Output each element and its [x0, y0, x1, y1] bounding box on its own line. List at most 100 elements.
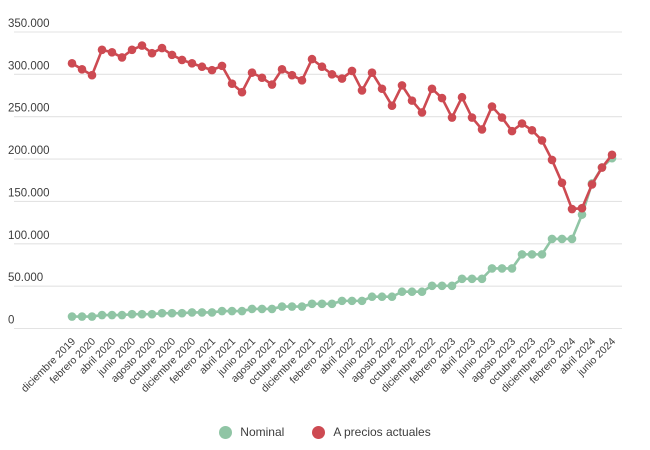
data-point — [127, 45, 137, 55]
data-point — [597, 163, 607, 172]
series-line — [70, 156, 614, 318]
data-point — [517, 119, 527, 128]
data-point — [167, 308, 177, 318]
data-point — [217, 61, 227, 71]
data-point — [577, 210, 587, 219]
data-point — [177, 55, 187, 65]
data-point — [137, 309, 147, 319]
data-point — [437, 281, 447, 291]
legend: Nominal A precios actuales — [0, 421, 650, 443]
data-point — [517, 250, 527, 259]
y-axis-tick-label: 100.000 — [8, 230, 50, 242]
data-point — [187, 308, 197, 317]
data-point — [317, 62, 327, 72]
data-point — [337, 296, 347, 306]
y-axis-tick-label: 200.000 — [8, 145, 50, 157]
data-point — [127, 309, 137, 319]
data-point — [327, 70, 337, 79]
data-point — [577, 203, 587, 213]
data-point — [347, 66, 357, 76]
data-point — [587, 180, 597, 189]
data-point — [177, 308, 187, 318]
data-point — [557, 178, 567, 188]
legend-label-precios-actuales: A precios actuales — [333, 425, 431, 439]
data-point — [427, 281, 437, 291]
data-point — [397, 287, 407, 297]
data-point — [467, 274, 477, 284]
data-point — [287, 302, 297, 311]
data-point — [187, 59, 197, 68]
legend-item-precios-actuales[interactable]: A precios actuales — [312, 425, 431, 439]
data-point — [307, 54, 317, 64]
data-point — [427, 84, 437, 94]
data-point — [117, 53, 127, 62]
y-axis-tick-label: 300.000 — [8, 60, 50, 72]
data-point — [117, 310, 127, 320]
data-point — [87, 70, 97, 80]
y-axis-tick-label: 50.000 — [8, 272, 43, 284]
data-point — [217, 306, 227, 316]
data-point — [497, 113, 507, 122]
data-point — [247, 304, 257, 314]
data-point — [197, 62, 207, 72]
data-point — [207, 65, 217, 75]
data-point — [557, 234, 567, 244]
data-point — [337, 74, 347, 83]
data-point — [527, 250, 537, 259]
data-point — [107, 48, 117, 57]
data-point — [507, 264, 517, 273]
data-point — [537, 136, 547, 145]
series-a-precios-actuales — [67, 41, 617, 214]
data-point — [137, 41, 147, 50]
data-point — [397, 81, 407, 90]
data-point — [287, 70, 297, 80]
data-point — [97, 310, 107, 320]
y-axis-tick-label: 0 — [8, 315, 14, 327]
data-point — [527, 125, 537, 135]
data-point — [407, 96, 417, 105]
data-point — [377, 84, 387, 94]
data-point — [297, 75, 307, 85]
data-point — [197, 308, 207, 317]
data-point — [107, 310, 117, 320]
data-point — [237, 87, 247, 97]
legend-item-nominal[interactable]: Nominal — [219, 425, 284, 439]
data-point — [357, 86, 367, 95]
data-point — [547, 234, 557, 244]
data-point — [537, 250, 547, 259]
data-point — [487, 102, 497, 111]
y-axis-tick-label: 350.000 — [8, 18, 50, 30]
data-point — [67, 312, 77, 321]
data-point — [67, 59, 77, 68]
data-point — [367, 68, 377, 77]
data-point — [207, 308, 217, 317]
data-point — [507, 126, 517, 136]
data-point — [147, 309, 157, 319]
data-point — [237, 306, 247, 316]
nominal-dot-icon — [219, 425, 233, 439]
series-nominal — [67, 153, 617, 321]
data-point — [227, 306, 237, 316]
data-point — [157, 308, 167, 318]
data-point — [567, 234, 577, 244]
data-point — [277, 302, 287, 311]
data-point — [167, 50, 177, 60]
data-point — [387, 292, 397, 302]
data-point — [417, 108, 427, 117]
y-axis-tick-label: 250.000 — [8, 103, 50, 115]
data-point — [387, 101, 397, 111]
data-point — [547, 155, 557, 165]
data-point — [367, 292, 377, 302]
legend-label-nominal: Nominal — [240, 425, 285, 439]
data-point — [497, 264, 507, 273]
data-point — [227, 79, 237, 88]
data-point — [477, 125, 487, 134]
data-point — [257, 304, 267, 314]
data-point — [377, 292, 387, 302]
data-point — [77, 312, 87, 321]
data-point — [437, 93, 447, 103]
data-point — [357, 296, 367, 306]
data-point — [97, 45, 107, 55]
